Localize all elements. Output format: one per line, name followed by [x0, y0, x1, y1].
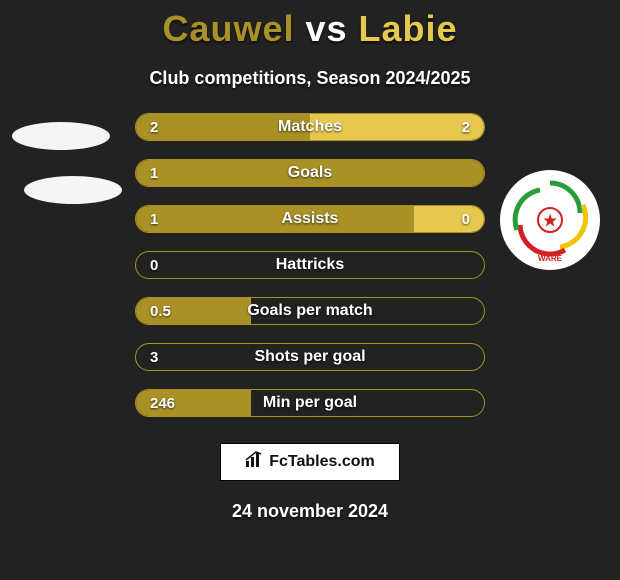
stat-row: 22Matches	[135, 113, 485, 141]
player-badge	[12, 122, 110, 150]
club-logo-icon: WARE	[505, 175, 595, 265]
stat-row: 0Hattricks	[135, 251, 485, 279]
page-title: Cauwel vs Labie	[0, 0, 620, 50]
chart-icon	[245, 451, 263, 474]
stat-label: Assists	[136, 206, 484, 232]
stat-row: 10Assists	[135, 205, 485, 233]
stat-label: Goals	[136, 160, 484, 186]
club-badge: WARE	[500, 170, 600, 270]
stat-label: Min per goal	[136, 390, 484, 416]
player-badge	[24, 176, 122, 204]
brand-label: FcTables.com	[269, 453, 375, 471]
stat-row: 246Min per goal	[135, 389, 485, 417]
svg-text:WARE: WARE	[538, 254, 563, 263]
brand-badge[interactable]: FcTables.com	[220, 443, 400, 481]
stat-label: Goals per match	[136, 298, 484, 324]
title-left: Cauwel	[162, 8, 294, 49]
stat-row: 0.5Goals per match	[135, 297, 485, 325]
stat-label: Hattricks	[136, 252, 484, 278]
stat-label: Matches	[136, 114, 484, 140]
footer-date: 24 november 2024	[0, 501, 620, 522]
title-right: Labie	[359, 8, 458, 49]
subtitle: Club competitions, Season 2024/2025	[0, 68, 620, 89]
stat-label: Shots per goal	[136, 344, 484, 370]
stat-row: 1Goals	[135, 159, 485, 187]
title-vs: vs	[294, 8, 358, 49]
stats-container: 22Matches 1Goals 10Assists 0Hattricks 0.5Goa…	[135, 113, 485, 417]
stat-row: 3Shots per goal	[135, 343, 485, 371]
